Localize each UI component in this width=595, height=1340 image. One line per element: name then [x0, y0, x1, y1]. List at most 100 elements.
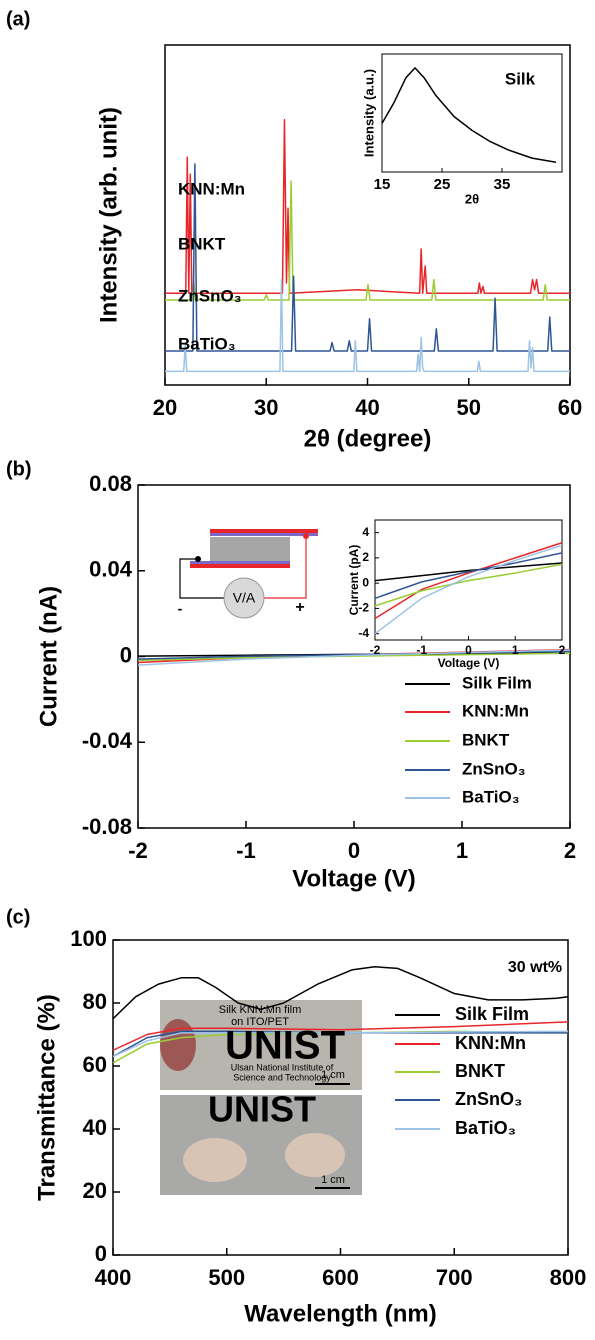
y-tick-label: 20 — [83, 1178, 107, 1203]
y-tick-label: 80 — [83, 989, 107, 1014]
series-line — [165, 180, 570, 301]
y-axis-label: Intensity (a.u.) — [361, 69, 376, 157]
photo-text: Ulsan National Institute of — [231, 1062, 334, 1072]
inset-series-label: Silk — [505, 69, 536, 88]
x-tick-label: 800 — [550, 1265, 587, 1290]
bottom-electrode — [190, 564, 290, 568]
circuit-diagram — [179, 529, 318, 619]
panel-label: (c) — [6, 906, 30, 928]
film — [210, 537, 290, 561]
plot-frame — [381, 53, 563, 173]
photo-text: Silk KNN:Mn film — [219, 1004, 302, 1016]
photo-text: UNIST — [225, 1024, 345, 1068]
y-axis-label: Intensity (arb. unit) — [95, 107, 122, 323]
y-tick-label: 60 — [83, 1052, 107, 1077]
legend-label: BaTiO₃ — [455, 1118, 516, 1138]
x-tick-label: 35 — [494, 176, 511, 193]
y-tick-label: -2 — [358, 601, 369, 615]
x-axis-label: 2θ — [465, 191, 479, 206]
annotation: 30 wt% — [508, 959, 562, 976]
top-electrode-layer — [210, 533, 318, 536]
series-label: ZnSnO₃ — [178, 286, 242, 305]
bottom-electrode-layer — [190, 561, 290, 564]
y-axis-label: Current (pA) — [347, 545, 361, 616]
legend-label: ZnSnO₃ — [455, 1089, 522, 1109]
y-tick-label: 0.04 — [89, 557, 133, 582]
y-tick-label: -0.04 — [82, 728, 133, 753]
x-tick-label: 2 — [559, 643, 566, 657]
legend-label: ZnSnO₃ — [462, 759, 526, 778]
logo — [160, 1019, 196, 1071]
legend-label: KNN:Mn — [455, 1033, 526, 1053]
x-tick-label: 400 — [95, 1265, 132, 1290]
x-tick-label: 40 — [355, 395, 379, 420]
y-tick-label: 0 — [120, 642, 132, 667]
x-tick-label: -2 — [128, 838, 148, 863]
series-line — [137, 649, 571, 666]
series-line — [112, 966, 569, 1020]
wire — [264, 536, 307, 599]
x-tick-label: -1 — [236, 838, 256, 863]
panel-label: (a) — [6, 8, 30, 30]
contact — [303, 533, 309, 539]
photo-text: on ITO/PET — [231, 1016, 289, 1028]
series-line — [374, 562, 563, 582]
x-axis-label: Voltage (V) — [292, 865, 416, 892]
x-tick-label: 600 — [322, 1265, 359, 1290]
series-line — [165, 119, 570, 294]
x-tick-label: 2 — [564, 838, 576, 863]
y-tick-label: 0 — [362, 575, 369, 589]
x-tick-label: -2 — [370, 643, 381, 657]
legend-label: Silk Film — [462, 673, 532, 692]
wire — [179, 558, 224, 599]
y-tick-label: 4 — [362, 525, 369, 539]
x-tick-label: 0 — [465, 643, 472, 657]
panel-label: (b) — [6, 458, 32, 480]
photo-text: 1 cm — [321, 1069, 345, 1081]
series-line — [165, 163, 570, 352]
photo-text: Science and Technology — [233, 1072, 331, 1082]
legend-label: BNKT — [455, 1061, 505, 1081]
meter-label: V/A — [233, 590, 256, 606]
x-tick-label: 1 — [456, 838, 468, 863]
meter — [223, 577, 265, 619]
series-line — [112, 1021, 569, 1051]
x-tick-label: 15 — [374, 176, 391, 193]
x-tick-label: 20 — [153, 395, 177, 420]
y-tick-label: -0.08 — [82, 814, 132, 839]
terminal-label: + — [295, 599, 304, 616]
series-label: BNKT — [178, 234, 226, 253]
series-line — [374, 563, 563, 607]
x-tick-label: 50 — [457, 395, 481, 420]
photo-text: UNIST — [208, 1089, 316, 1130]
photos — [160, 1000, 362, 1195]
legend-label: Silk Film — [455, 1004, 529, 1024]
x-axis-label: Wavelength (nm) — [244, 1300, 436, 1327]
y-tick-label: 0 — [95, 1241, 107, 1266]
y-tick-label: 0.08 — [89, 471, 132, 496]
top-electrode — [210, 529, 318, 533]
x-tick-label: 500 — [208, 1265, 245, 1290]
x-axis-label: 2θ (degree) — [304, 425, 432, 452]
x-tick-label: 60 — [558, 395, 582, 420]
series-label: KNN:Mn — [178, 179, 245, 198]
series-line — [374, 544, 563, 635]
x-tick-label: 0 — [348, 838, 360, 863]
x-tick-label: 30 — [254, 395, 278, 420]
y-tick-label: 2 — [362, 550, 369, 564]
y-axis-label: Transmittance (%) — [33, 994, 60, 1201]
series-line — [374, 542, 563, 620]
series-line — [112, 1030, 568, 1058]
series-label: BaTiO₃ — [178, 334, 236, 353]
x-tick-label: -1 — [416, 643, 427, 657]
x-tick-label: 25 — [434, 176, 451, 193]
series-line — [374, 552, 563, 600]
y-tick-label: -4 — [358, 626, 369, 640]
y-axis-label: Current (nA) — [35, 586, 62, 727]
x-tick-label: 700 — [436, 1265, 473, 1290]
terminal-label: - — [178, 601, 183, 617]
photo-text: 1 cm — [321, 1174, 345, 1186]
legend-label: BNKT — [462, 730, 510, 749]
series-line — [165, 278, 570, 373]
